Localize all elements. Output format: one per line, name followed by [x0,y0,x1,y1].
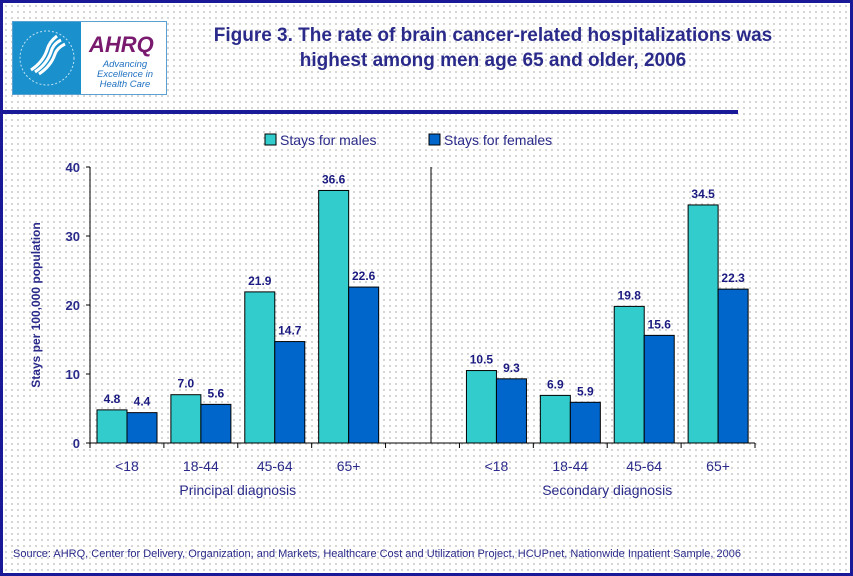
ahrq-wordmark: AHRQ [89,32,154,57]
y-tick-label: 30 [66,229,80,244]
data-label: 22.3 [721,271,745,285]
data-label: 19.8 [618,288,642,302]
data-label: 7.0 [178,377,195,391]
bar-female [200,403,232,444]
bar-female [569,401,601,444]
legend-swatch-males [264,133,277,146]
data-label: 4.8 [104,392,121,406]
x-tick-label: 65+ [337,458,361,474]
bar-male [465,370,497,444]
legend-label-females: Stays for females [444,132,552,148]
bar-female [348,286,380,444]
y-tick-label: 40 [66,160,80,175]
ahrq-logo: AHRQ Advancing Excellence in Health Care [12,21,167,95]
data-label: 15.6 [648,317,672,331]
data-label: 5.6 [208,386,225,400]
y-tick-label: 20 [66,298,80,313]
data-label: 36.6 [322,172,346,186]
y-axis-title: Stays per 100,000 population [29,222,43,387]
group-label: Secondary diagnosis [542,482,672,498]
bar-male [170,394,202,444]
legend-swatch-females [428,133,441,146]
bar-female [126,412,158,444]
data-label: 21.9 [248,274,272,288]
chart: 0 10 20 30 40 Stays per 100,000 population Sta… [29,132,756,498]
bar-male [244,291,276,444]
data-label: 4.4 [134,395,151,409]
bar-male [318,189,350,444]
y-tick-label: 10 [66,367,80,382]
bar-male [613,305,645,444]
hhs-eagle-icon [13,22,81,94]
bar-female [717,288,749,444]
bar-male [687,204,719,444]
x-tick-label: 45-64 [257,458,293,474]
data-label: 34.5 [691,187,715,201]
data-label: 22.6 [352,269,376,283]
x-tick-label: 65+ [706,458,730,474]
x-tick-label: <18 [485,458,509,474]
logo-tagline: Advancing Excellence in Health Care [97,59,153,90]
bar-male [539,394,571,444]
header-divider [3,110,738,114]
bar-female [274,341,306,444]
bar-male [96,409,128,444]
x-tick-label: 45-64 [626,458,662,474]
figure-title: Figure 3. The rate of brain cancer-relat… [213,25,773,71]
x-tick-label: 18-44 [183,458,219,474]
data-label: 5.9 [577,384,594,398]
data-label: 6.9 [547,377,564,391]
data-label: 14.7 [278,324,302,338]
bar-female [643,334,675,444]
group-label: Principal diagnosis [179,482,296,498]
data-label: 9.3 [503,361,520,375]
x-tick-label: <18 [115,458,139,474]
data-label: 10.5 [470,353,494,367]
bar-female [495,378,527,444]
x-tick-label: 18-44 [552,458,588,474]
source-note: Source: AHRQ, Center for Delivery, Organ… [13,548,741,560]
legend-label-males: Stays for males [280,132,376,148]
y-tick-label: 0 [73,436,80,451]
